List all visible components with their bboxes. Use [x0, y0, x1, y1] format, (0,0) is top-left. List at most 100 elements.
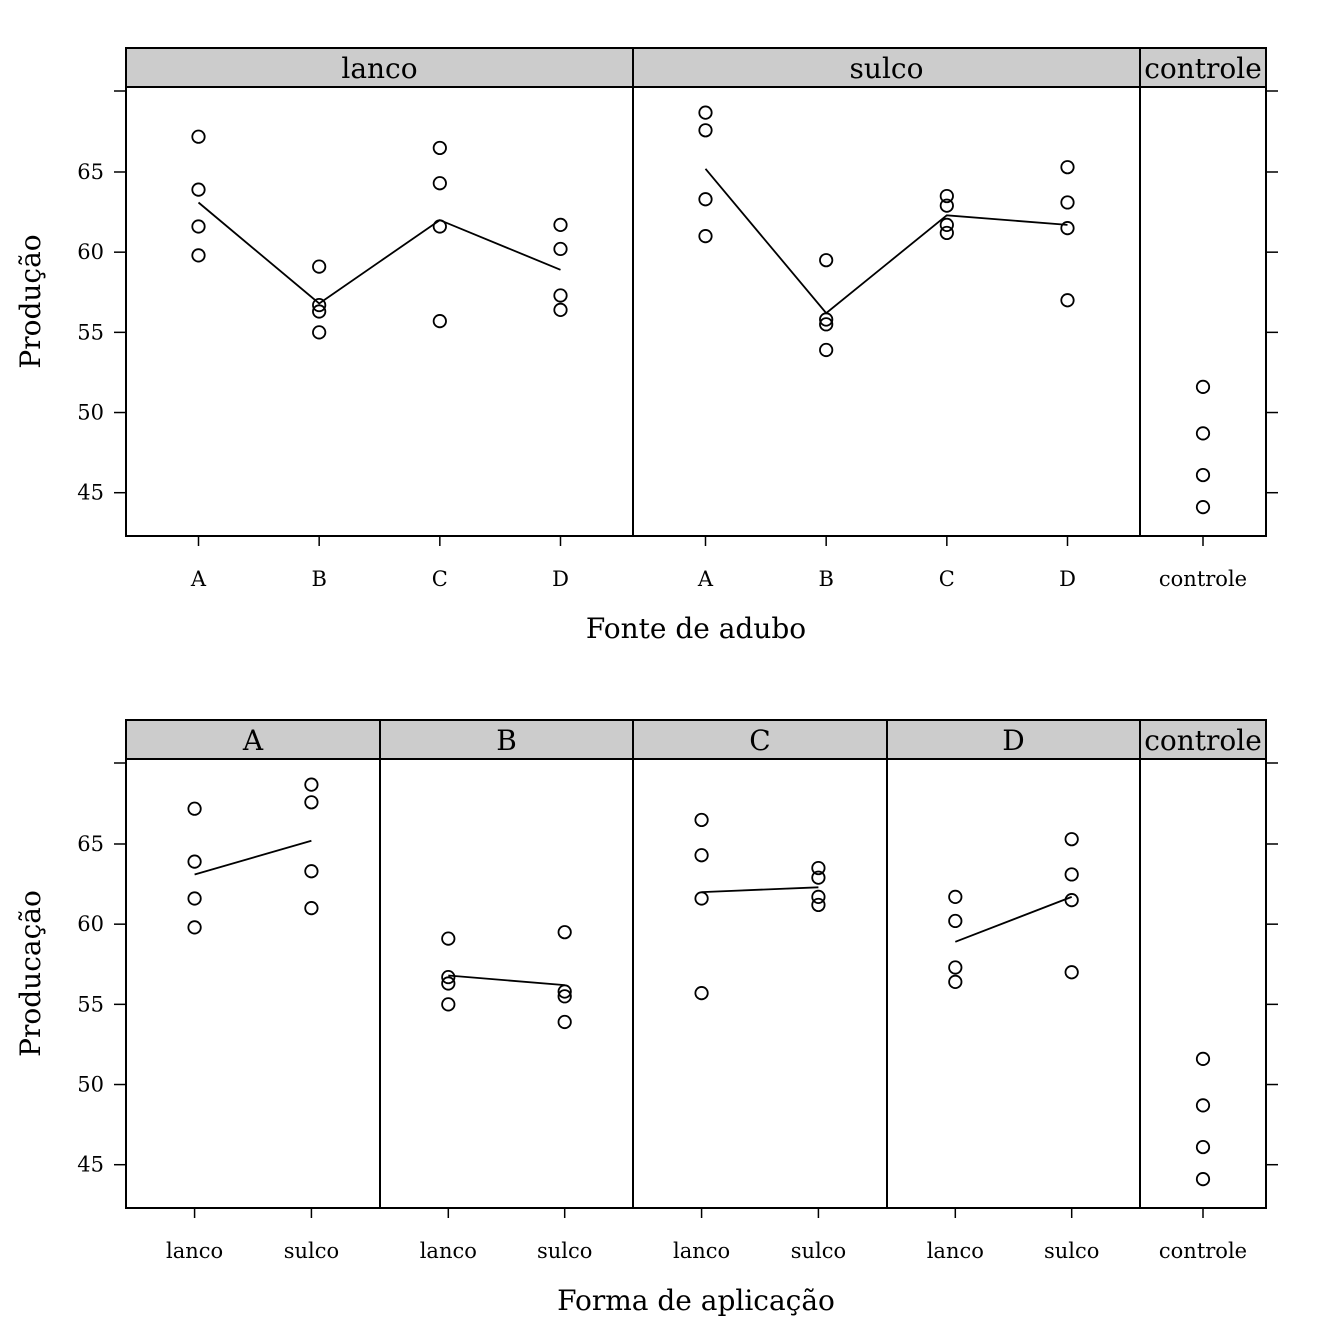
x-tick-label: controle	[1159, 567, 1247, 591]
x-tick-label: A	[697, 567, 714, 591]
data-point	[811, 889, 826, 905]
mean-line	[197, 201, 561, 305]
data-point	[698, 229, 713, 244]
strip-label: controle	[1144, 52, 1262, 85]
data-point	[1195, 379, 1211, 394]
data-point	[191, 182, 206, 197]
data-point	[1195, 426, 1211, 441]
y-axis-title: Producação	[14, 890, 47, 1057]
data-point	[441, 997, 456, 1012]
x-axis-title: Forma de aplicação	[557, 1284, 835, 1317]
y-tick-label: 65	[77, 160, 104, 184]
mean-line	[448, 974, 565, 986]
data-point	[557, 1014, 572, 1030]
data-point	[694, 812, 709, 828]
strip-label: sulco	[850, 52, 924, 85]
x-tick-label: sulco	[1044, 1239, 1099, 1263]
data-point	[187, 891, 202, 906]
y-tick-label: 65	[77, 832, 104, 856]
data-point	[553, 288, 568, 303]
data-point	[1064, 832, 1079, 847]
mean-line	[704, 168, 1068, 315]
x-tick-label: A	[190, 567, 207, 591]
data-point	[432, 140, 447, 156]
data-point	[694, 891, 709, 906]
data-point	[187, 920, 202, 935]
y-tick-label: 45	[77, 1153, 104, 1177]
x-tick-label: C	[432, 567, 448, 591]
data-point	[187, 854, 202, 869]
y-axis-title: Produção	[14, 234, 47, 368]
data-point	[698, 192, 713, 207]
panel-sulco: sulco A B C D	[632, 47, 1141, 591]
data-point	[819, 253, 834, 268]
data-point	[1060, 293, 1075, 308]
data-point	[1060, 195, 1075, 210]
data-point	[312, 259, 327, 274]
data-point	[187, 801, 202, 816]
x-tick-label: B	[818, 567, 833, 591]
panel-frame	[379, 758, 634, 1209]
data-point	[811, 870, 826, 885]
data-point	[1064, 893, 1079, 908]
strip-label: controle	[1144, 724, 1262, 757]
data-point	[441, 969, 456, 985]
data-point	[939, 217, 954, 233]
x-tick-label: lanco	[420, 1239, 477, 1263]
data-point	[432, 314, 447, 329]
data-point	[939, 198, 954, 213]
data-point	[191, 248, 206, 263]
data-point	[1195, 1051, 1211, 1066]
data-point	[694, 986, 709, 1001]
data-point	[948, 974, 963, 989]
data-point	[553, 302, 568, 317]
strip-label: lanco	[341, 52, 417, 85]
data-point	[304, 777, 319, 792]
data-point	[191, 129, 206, 144]
data-point	[811, 860, 826, 876]
panel-frame	[886, 758, 1141, 1209]
y-tick-label: 50	[77, 1073, 104, 1097]
x-tick-label: sulco	[284, 1239, 339, 1263]
x-tick-label: sulco	[537, 1239, 592, 1263]
x-tick-label: lanco	[927, 1239, 984, 1263]
data-point	[557, 989, 572, 1004]
data-point	[441, 976, 456, 991]
strip-label: B	[496, 724, 517, 757]
y-tick-label: 60	[77, 240, 104, 264]
x-tick-label: lanco	[673, 1239, 730, 1263]
data-point	[1195, 467, 1211, 483]
data-point	[694, 848, 709, 863]
data-point	[939, 225, 954, 241]
data-point	[1064, 965, 1079, 980]
y-tick-label: 55	[77, 992, 104, 1016]
data-point	[553, 217, 568, 233]
data-point	[1195, 1172, 1211, 1187]
strip-label: C	[749, 724, 770, 757]
panel-controle: controle controle	[1139, 47, 1267, 591]
data-point	[304, 901, 319, 916]
strip-controle	[1139, 719, 1267, 760]
data-point	[432, 176, 447, 191]
panel-controle: controle controle	[1139, 719, 1267, 1263]
x-tick-label: controle	[1159, 1239, 1247, 1263]
data-point	[948, 960, 963, 975]
data-point	[948, 913, 963, 929]
x-tick-label: B	[311, 567, 326, 591]
panel-lanco: lanco A B C D	[125, 47, 634, 591]
mean-line	[954, 896, 1073, 943]
panel-frame	[632, 758, 888, 1209]
data-point	[811, 897, 826, 913]
data-point	[553, 241, 568, 257]
data-point	[1195, 500, 1211, 515]
data-point	[557, 984, 572, 999]
strip-label: A	[242, 724, 264, 757]
mean-line	[701, 886, 819, 893]
